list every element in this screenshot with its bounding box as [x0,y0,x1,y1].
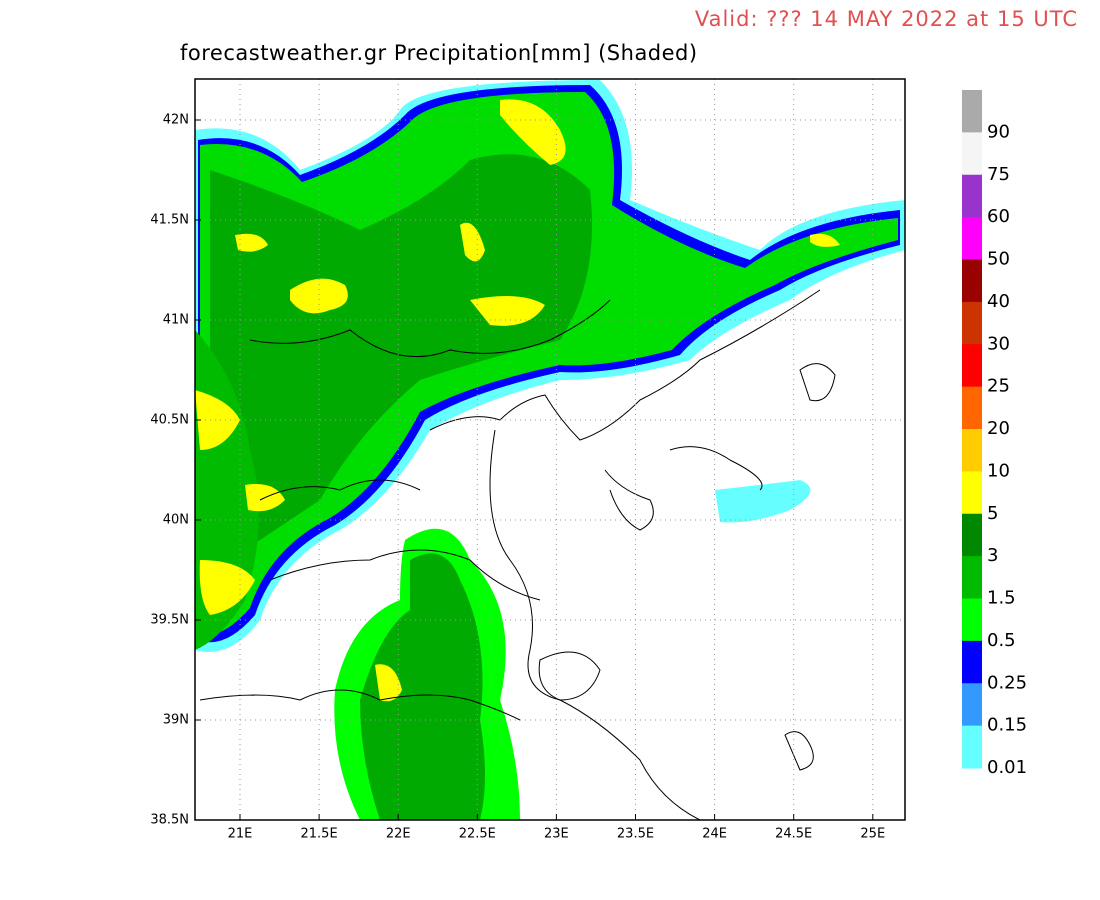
colorbar-label: 60 [987,206,1010,227]
lat-label: 41N [163,313,189,328]
colorbar-swatch [962,259,982,303]
colorbar-label: 1.5 [987,588,1016,609]
colorbar-label: 0.25 [987,672,1027,693]
map-title: forecastweather.gr Precipitation[mm] (Sh… [180,41,698,65]
colorbar-swatch [962,132,982,176]
valid-time: Valid: ??? 14 MAY 2022 at 15 UTC [695,7,1078,31]
colorbar-label: 3 [987,545,998,566]
colorbar-label: 50 [987,249,1010,270]
lon-label: 25E [860,827,885,842]
graticule [195,79,905,820]
colorbar-label: 20 [987,418,1010,439]
colorbar-label: 5 [987,503,998,524]
colorbar-swatch [962,556,982,599]
colorbar-swatch [962,217,982,260]
precipitation-field [195,80,905,820]
lat-label: 39.5N [150,613,189,628]
colorbar-swatch [962,429,982,472]
lat-label: 42N [163,113,189,128]
colorbar-swatch [962,90,982,133]
colorbar-swatch [962,683,982,727]
colorbar-swatch [962,471,982,515]
lat-label: 39N [163,713,189,728]
colorbar-label: 40 [987,291,1010,312]
colorbar-swatch [962,174,982,218]
lat-label: 40N [163,513,189,528]
colorbar-label: 10 [987,460,1010,481]
colorbar-label: 0.01 [987,757,1027,778]
colorbar-swatch [962,513,982,557]
colorbar-swatch [962,640,982,684]
colorbar-label: 0.15 [987,715,1027,736]
colorbar-label: 25 [987,376,1010,397]
colorbar-label: 30 [987,333,1010,354]
colorbar-swatch [962,386,982,430]
lon-label: 21.5E [301,827,338,842]
colorbar-label: 0.5 [987,630,1016,651]
colorbar-swatch [962,598,982,642]
lon-label: 23E [544,827,569,842]
lon-label: 24.5E [775,827,812,842]
lon-label: 22.5E [459,827,496,842]
lon-label: 23.5E [617,827,654,842]
lat-label: 40.5N [150,413,189,428]
lon-label: 21E [228,827,253,842]
lon-label: 22E [386,827,411,842]
lat-label: 41.5N [150,213,189,228]
colorbar-label: 75 [987,164,1010,185]
lon-label: 24E [702,827,727,842]
colorbar-label: 90 [987,121,1010,142]
colorbar-swatch [962,344,982,388]
colorbar-swatch [962,725,982,769]
map-frame [194,78,906,821]
lat-label: 38.5N [150,813,189,828]
colorbar-swatch [962,301,982,345]
axis-labels: 42N 41.5N 41N 40.5N 40N 39.5N 39N 38.5N 21E 21.5E… [150,113,885,842]
colorbar: 90 75 60 50 40 30 25 20 10 5 3 1.5 0.5 0.25 0.15 0.01 [962,90,1027,778]
